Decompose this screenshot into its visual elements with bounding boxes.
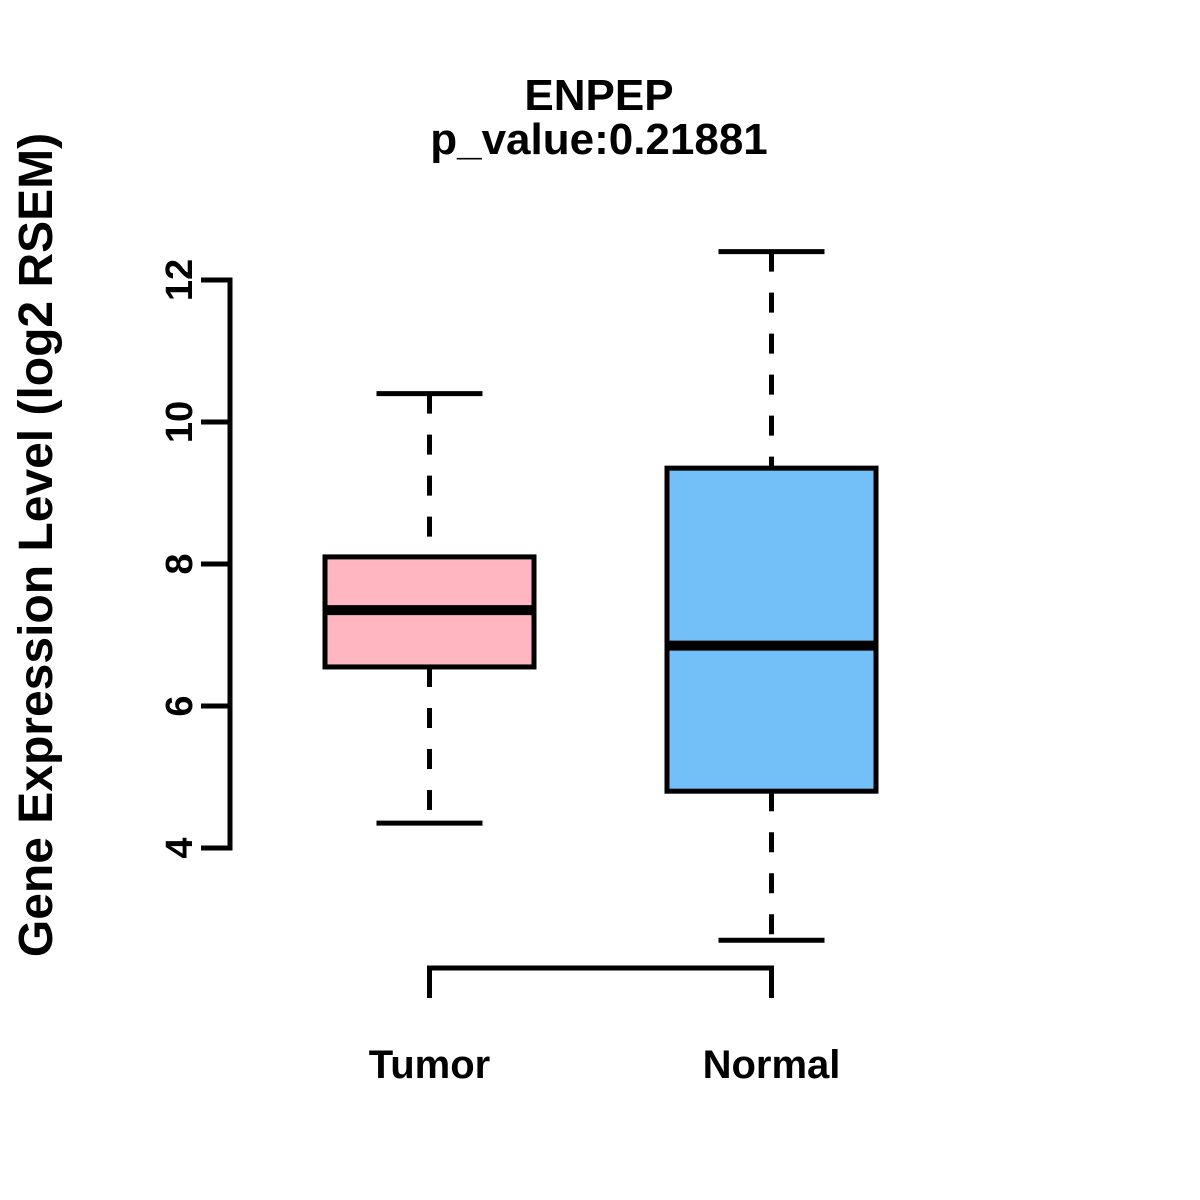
box-group-normal (664, 249, 879, 943)
y-axis-label: Gene Expression Level (log2 RSEM) (10, 133, 63, 957)
y-tick-label: 4 (159, 837, 201, 858)
chart-title: ENPEP (524, 71, 673, 120)
y-tick-label: 8 (159, 553, 201, 574)
y-tick-label: 12 (159, 259, 201, 301)
x-category-label: Tumor (369, 1043, 490, 1087)
y-tick-label: 6 (159, 695, 201, 716)
x-axis: Tumor Normal (369, 965, 841, 1087)
box-rect (664, 465, 879, 794)
y-tick-label: 10 (159, 401, 201, 443)
y-axis: 4 6 8 10 12 (159, 259, 233, 859)
chart-subtitle: p_value:0.21881 (430, 115, 768, 164)
x-category-label: Normal (703, 1043, 841, 1087)
boxes (322, 249, 879, 943)
box-group-tumor (322, 391, 537, 826)
